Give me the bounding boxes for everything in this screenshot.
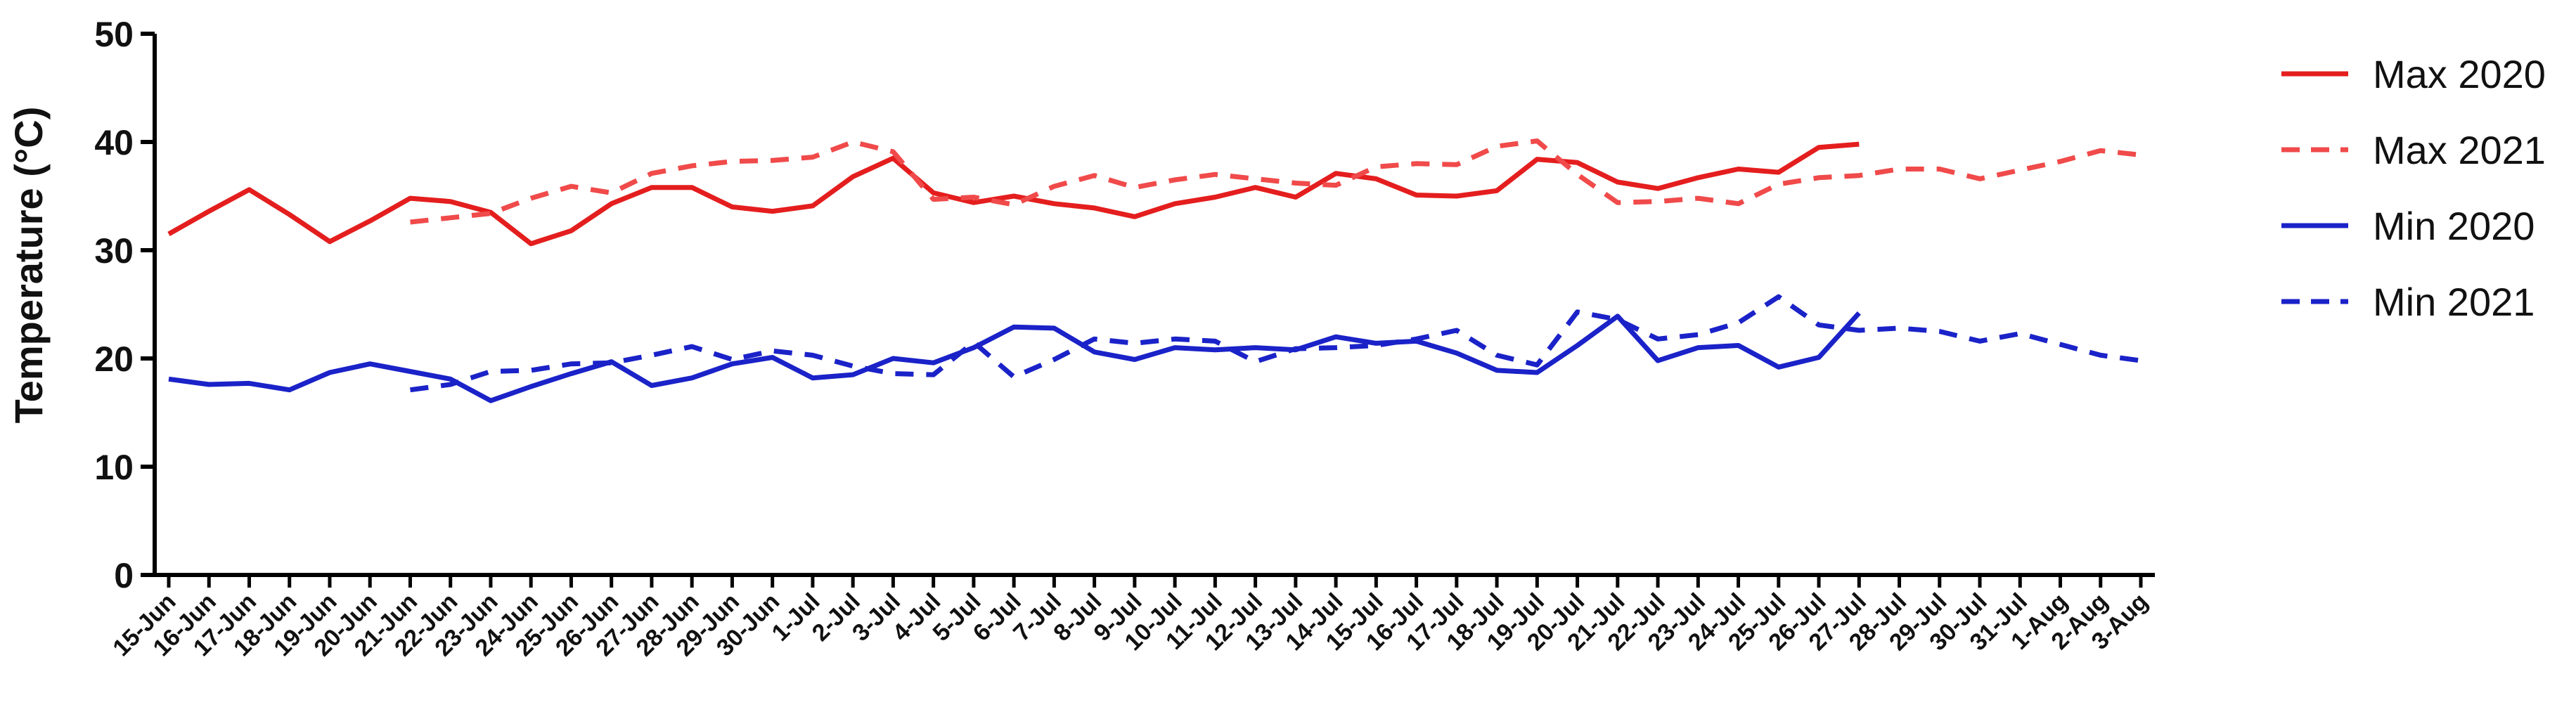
- legend-label: Max 2020: [2373, 52, 2546, 96]
- y-tick-label: 30: [94, 231, 134, 271]
- legend-label: Min 2021: [2373, 280, 2535, 324]
- legend-label: Min 2020: [2373, 204, 2535, 248]
- series-layer: [167, 138, 2142, 403]
- series-line-max-2020: [167, 141, 1860, 247]
- y-tick-label: 0: [114, 556, 134, 595]
- y-tick-label: 10: [94, 448, 134, 487]
- y-tick-label: 20: [94, 339, 134, 379]
- legend: Max 2020 Max 2021 Min 2020 Min 2021: [2281, 52, 2546, 324]
- series-line-max-2021: [410, 138, 2142, 225]
- legend-label: Max 2021: [2373, 128, 2546, 172]
- y-axis-title: Temperature (°C): [6, 107, 51, 424]
- axes: 0 10 20 30 40 50: [94, 15, 2155, 595]
- y-tick-label: 50: [94, 15, 134, 54]
- series-line-min-2020: [168, 311, 1861, 403]
- y-tick-label: 40: [94, 123, 134, 162]
- series-line-min-2021: [410, 294, 2142, 393]
- x-axis-ticks: 15-Jun16-Jun17-Jun18-Jun19-Jun20-Jun21-J…: [108, 575, 2153, 661]
